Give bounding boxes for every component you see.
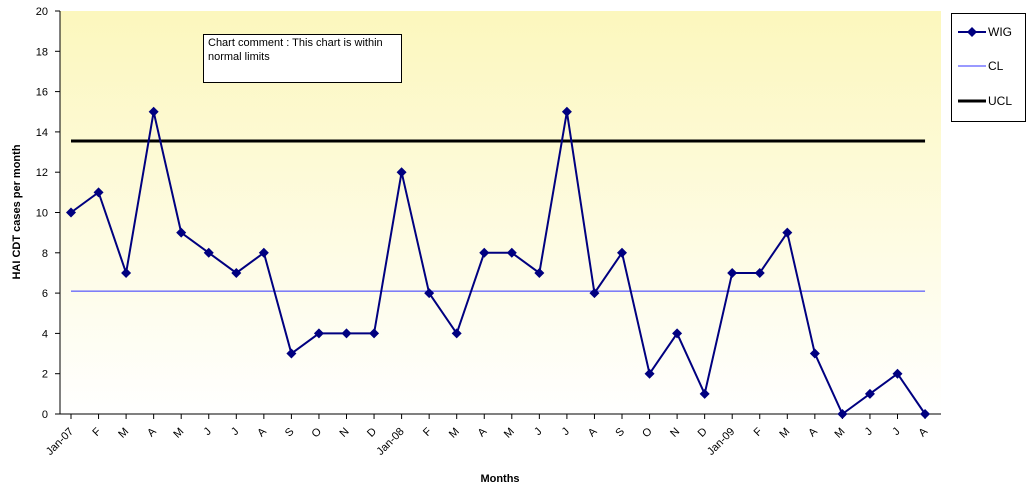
x-tick-label: D [696, 426, 710, 440]
y-tick-label: 18 [36, 46, 48, 58]
x-tick-label: O [640, 425, 655, 440]
wig-point [920, 409, 931, 419]
x-tick-label: N [668, 426, 682, 440]
wig-point [782, 227, 793, 238]
wig-point [561, 106, 572, 117]
x-tick-label: J [890, 426, 902, 438]
x-tick-label: M [502, 426, 517, 441]
legend-item-cl: CL [952, 58, 1025, 74]
x-tick-label: O [310, 425, 325, 440]
wig-point [66, 207, 76, 218]
wig-point [258, 247, 269, 258]
wig-point [451, 328, 462, 339]
x-tick-label: A [586, 425, 600, 439]
wig-point [617, 247, 627, 258]
y-tick-label: 8 [42, 248, 48, 260]
x-tick-label: M [171, 426, 186, 441]
legend-label-cl: CL [988, 59, 1004, 73]
chart-comment-text: Chart comment : This chart is within nor… [208, 37, 383, 63]
wig-point [424, 288, 435, 299]
x-tick-label: J [532, 426, 544, 438]
wig-point [644, 368, 655, 379]
y-tick-label: 16 [36, 87, 48, 99]
wig-point [231, 267, 242, 278]
x-tick-label: F [421, 425, 434, 438]
wig-point [506, 247, 517, 258]
wig-point [892, 368, 903, 379]
x-tick-label: S [613, 426, 627, 440]
x-tick-label: M [777, 426, 792, 441]
wig-point [864, 388, 875, 399]
wig-point [203, 247, 214, 258]
legend-swatch-wig [958, 27, 986, 37]
y-tick-label: 20 [36, 6, 48, 18]
wig-point [754, 267, 765, 278]
x-tick-label: Jan-09 [705, 426, 737, 458]
y-axis-title: HAI CDT cases per month [11, 144, 23, 279]
wig-point [121, 267, 132, 278]
x-tick-label: J [229, 426, 241, 438]
x-tick-label: A [806, 425, 820, 439]
wig-point [341, 328, 352, 339]
x-tick-label: Jan-07 [44, 426, 76, 458]
x-tick-label: A [916, 425, 930, 439]
plot-area [60, 11, 941, 414]
wig-point [534, 267, 545, 278]
x-tick-label: M [833, 426, 848, 441]
wig-point [809, 348, 820, 359]
x-tick-label: M [447, 426, 462, 441]
x-tick-label: S [283, 426, 297, 440]
wig-point [93, 187, 104, 198]
wig-point [699, 388, 710, 399]
x-tick-label: F [752, 425, 765, 438]
wig-point [396, 167, 407, 178]
y-tick-label: 12 [36, 167, 48, 179]
wig-point [837, 409, 848, 419]
x-tick-label: Jan-08 [374, 426, 406, 458]
x-tick-label: A [476, 425, 490, 439]
x-tick-label: D [365, 426, 379, 440]
x-tick-label: A [145, 425, 159, 439]
legend-label-wig: WIG [988, 25, 1012, 39]
legend-item-ucl: UCL [952, 93, 1025, 109]
x-axis-title: Months [480, 473, 519, 485]
legend-swatch-ucl [958, 99, 986, 103]
x-tick-label: F [90, 425, 103, 438]
x-tick-label: A [255, 425, 269, 439]
x-tick-label: J [863, 426, 875, 438]
legend-swatch-cl [958, 65, 986, 67]
wig-point [369, 328, 380, 339]
wig-line [70, 111, 926, 416]
wig-point [672, 328, 683, 339]
wig-point [727, 267, 738, 278]
y-tick-label: 10 [36, 208, 48, 220]
wig-point [148, 106, 159, 117]
wig-point [479, 247, 490, 258]
wig-point [589, 288, 600, 299]
y-tick-label: 2 [42, 369, 48, 381]
y-tick-label: 6 [42, 288, 48, 300]
chart-comment-box: Chart comment : This chart is within nor… [203, 34, 402, 83]
wig-point [313, 328, 324, 339]
x-tick-label: M [116, 426, 131, 441]
x-tick-label: N [338, 426, 352, 440]
y-tick-label: 4 [42, 328, 48, 340]
y-tick-label: 0 [42, 409, 48, 421]
y-tick-label: 14 [36, 127, 48, 139]
wig-point [286, 348, 297, 359]
legend-item-wig: WIG [952, 24, 1025, 40]
wig-point [176, 227, 187, 238]
x-tick-label: J [560, 426, 572, 438]
legend-label-ucl: UCL [988, 94, 1013, 108]
legend: WIG CL UCL [951, 13, 1026, 122]
x-tick-label: J [201, 426, 213, 438]
